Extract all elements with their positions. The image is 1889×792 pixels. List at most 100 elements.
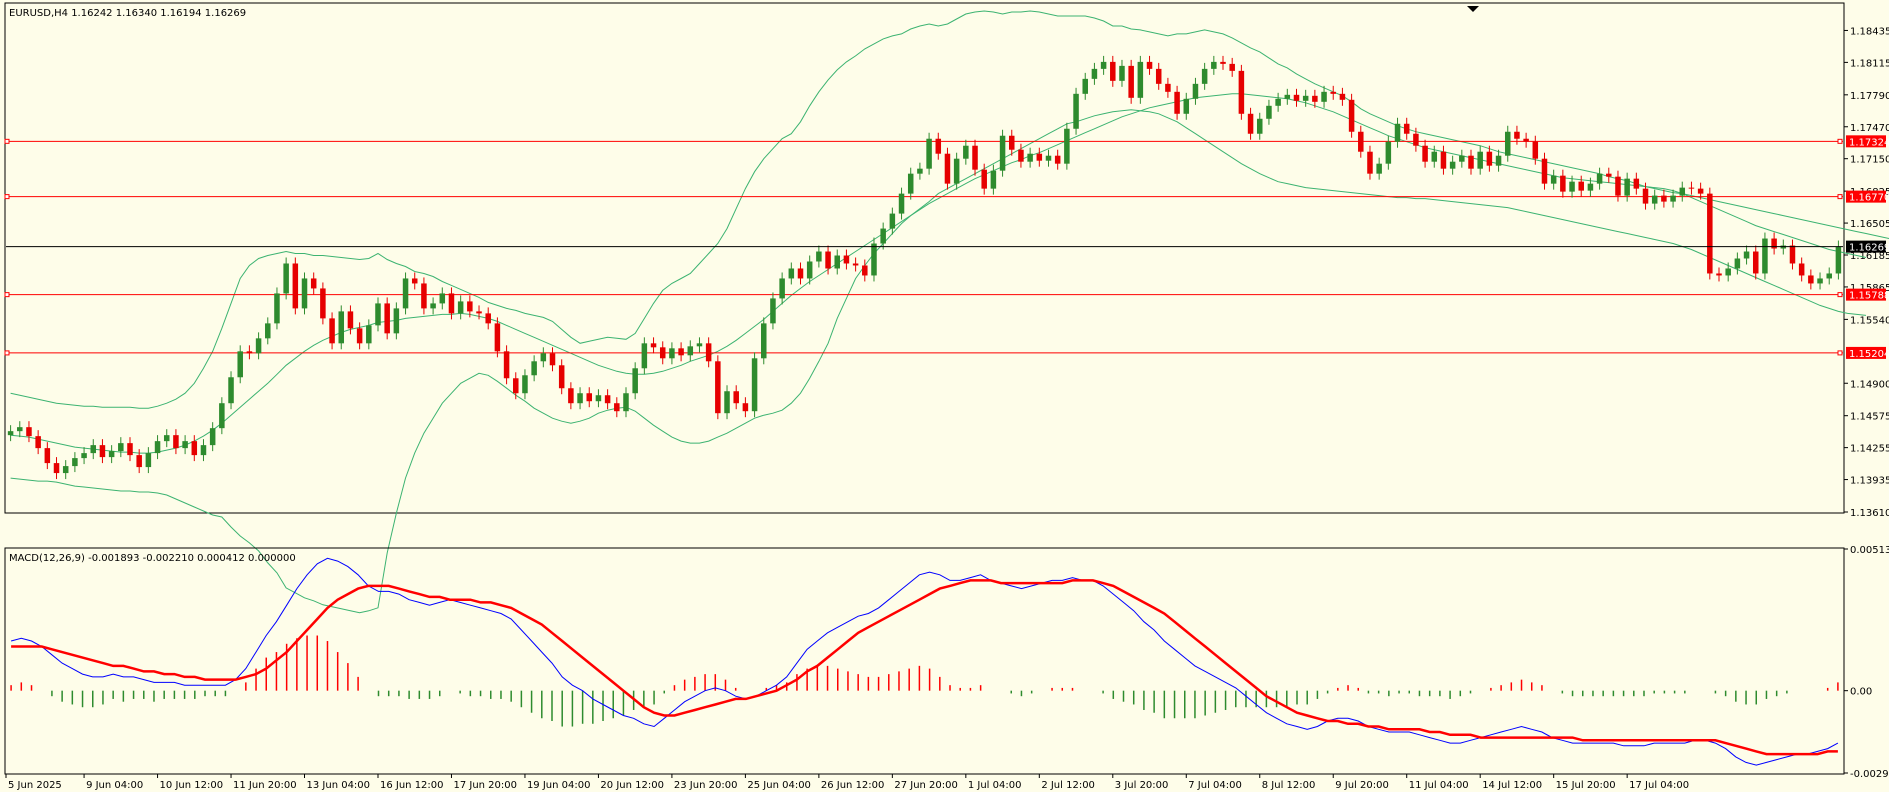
candle-bull: [1321, 91, 1327, 102]
candle-bull: [145, 453, 152, 468]
candle-bull: [917, 168, 923, 174]
time-tick-label: 25 Jun 04:00: [747, 780, 811, 791]
price-tick-label: 1.15540: [1850, 315, 1889, 326]
candle-bull: [228, 377, 234, 404]
candle-bull: [1082, 78, 1088, 94]
candle-bull: [577, 393, 583, 404]
candle-bull: [209, 428, 216, 446]
candle-bear: [797, 268, 804, 279]
candle-bear: [99, 445, 106, 458]
price-tick-label: 1.13935: [1850, 476, 1889, 487]
candle-bull: [1211, 61, 1217, 69]
candle-bear: [1146, 61, 1153, 69]
candle-bull: [1670, 195, 1676, 202]
candle-bull: [1762, 238, 1768, 274]
candle-bull: [1385, 141, 1392, 164]
candle-bear: [485, 313, 491, 324]
candle-bull: [1624, 178, 1630, 196]
time-tick-label: 9 Jun 04:00: [86, 780, 143, 791]
candle-bear: [1523, 138, 1529, 142]
symbol-header: EURUSD,H4 1.16242 1.16340 1.16194 1.1626…: [9, 8, 246, 19]
candle-bull: [1734, 258, 1741, 269]
candle-bull: [283, 263, 289, 294]
candle-bear: [733, 391, 739, 404]
candle-bull: [1495, 155, 1502, 166]
candle-bull: [255, 338, 262, 354]
candle-bear: [421, 283, 427, 309]
candle-bear: [1532, 141, 1539, 159]
candle-bear: [614, 403, 620, 412]
candle-bear: [825, 251, 831, 269]
level-price-label: 1.15788: [1849, 291, 1889, 302]
candle-bull: [641, 343, 648, 369]
candle-bull: [163, 435, 170, 442]
candle-bull: [522, 375, 528, 394]
candle-bear: [1798, 263, 1805, 276]
level-anchor-right: [1837, 138, 1843, 144]
price-pane[interactable]: 1.184351.181151.177901.174701.171501.168…: [4, 2, 1889, 614]
candle-bull: [834, 255, 840, 269]
time-tick-label: 1 Jul 04:00: [968, 780, 1022, 791]
current-price-line: 1.16269: [6, 240, 1889, 254]
time-tick-label: 10 Jun 12:00: [160, 780, 224, 791]
bollinger-bands: [10, 10, 1889, 614]
candle-bear: [35, 436, 41, 449]
candle-bull: [889, 213, 896, 229]
time-tick-label: 26 Jun 12:00: [821, 780, 885, 791]
price-tick-label: 1.15865: [1850, 283, 1889, 294]
price-tick-label: 1.18115: [1850, 58, 1889, 69]
candle-bear: [659, 347, 666, 359]
candle-bull: [219, 403, 225, 429]
candle-bear: [476, 311, 482, 314]
candle-bull: [1027, 153, 1033, 162]
candle-bull: [1091, 68, 1098, 79]
candle-bear: [329, 318, 335, 344]
horizontal-levels[interactable]: 1.17324 1.16770 1.15788 1.15204: [4, 135, 1889, 360]
candle-bear: [1808, 275, 1814, 284]
candle-bull: [806, 261, 813, 279]
candle-bull: [1266, 105, 1272, 119]
candle-bull: [1394, 123, 1401, 142]
candle-bull: [1201, 68, 1208, 84]
candle-bear: [1155, 68, 1162, 84]
candle-bull: [816, 251, 822, 262]
candlesticks: [7, 55, 1842, 480]
bollinger-lower-line: [10, 109, 1867, 614]
candle-bull: [540, 353, 547, 362]
price-pane-frame: [4, 2, 1845, 514]
macd-pane[interactable]: 0.005137 0.00 -0.002985 MACD(12,26,9) -0.0…: [4, 545, 1889, 780]
candle-bull: [751, 358, 758, 412]
candle-bear: [1633, 178, 1640, 189]
candle-bull: [108, 451, 115, 458]
time-tick-label: 14 Jul 12:00: [1482, 780, 1542, 791]
candle-bear: [320, 288, 326, 319]
candle-bull: [366, 325, 372, 344]
candle-bull: [375, 303, 381, 326]
time-tick-label: 8 Jul 12:00: [1262, 780, 1316, 791]
candle-bear: [1165, 83, 1171, 92]
shift-marker-icon[interactable]: [1467, 6, 1479, 12]
candle-bear: [347, 311, 354, 329]
candle-bull: [1651, 195, 1658, 204]
time-tick-label: 23 Jun 20:00: [674, 780, 738, 791]
price-tick-label: 1.14900: [1850, 379, 1889, 390]
candle-bear: [705, 343, 712, 362]
candle-bear: [1413, 133, 1419, 146]
time-tick-label: 5 Jun 2025: [8, 780, 62, 791]
level-price-tag: [1846, 346, 1886, 359]
candle-bear: [1440, 151, 1447, 169]
candle-bull: [62, 466, 69, 474]
candle-bear: [1110, 61, 1116, 81]
level-price-label: 1.17324: [1849, 137, 1889, 148]
candle-bull: [338, 311, 345, 344]
candle-bull: [1192, 83, 1199, 99]
level-price-label: 1.16770: [1849, 193, 1889, 204]
level-anchor-left: [4, 292, 10, 298]
candle-bull: [623, 393, 629, 412]
candle-bull: [871, 243, 877, 276]
time-tick-label: 11 Jun 20:00: [233, 780, 297, 791]
candle-bear: [742, 403, 749, 412]
time-tick-label: 27 Jun 20:00: [894, 780, 958, 791]
price-tick-label: 1.16185: [1850, 251, 1889, 262]
